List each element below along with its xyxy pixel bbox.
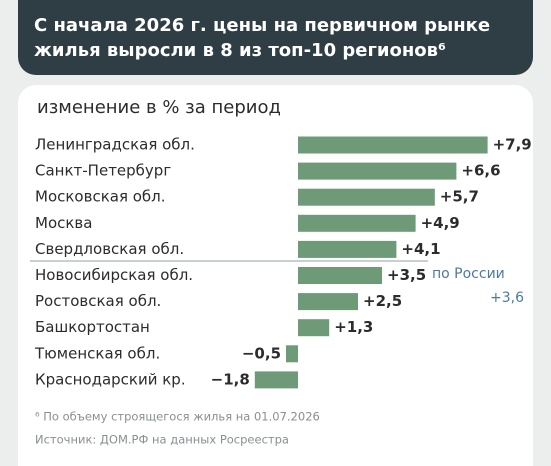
category-label: Ростовская обл. [35,292,161,310]
footnote: ⁶ По объему строящегося жилья на 01.07.2… [35,410,320,424]
value-label: +1,3 [334,318,373,336]
value-label: +6,6 [461,162,500,180]
bar [298,136,488,154]
category-label: Краснодарский кр. [35,370,186,388]
value-label: +3,5 [387,266,426,284]
bar [298,240,397,258]
category-label: Башкортостан [35,318,150,336]
bar [286,345,298,363]
value-label: +4,1 [401,240,440,258]
reference-label: по России [432,266,505,282]
value-label: −0,5 [242,344,281,362]
value-label: +7,9 [493,136,532,154]
chart-title: С начала 2026 г. цены на первичном рынке… [18,0,533,75]
category-label: Санкт-Петербург [35,162,171,180]
value-label: +2,5 [363,292,402,310]
bar [298,267,382,284]
value-label: +5,7 [440,188,479,206]
category-label: Московская обл. [35,188,166,206]
bar [298,162,457,180]
chart-subtitle: изменение в % за период [37,97,281,118]
value-label: +4,9 [421,214,460,232]
bar [298,319,330,337]
bar [298,293,358,311]
category-label: Ленинградская обл. [35,136,195,154]
category-label: Новосибирская обл. [35,266,193,284]
bar [298,214,416,232]
reference-value: +3,6 [490,290,524,306]
source: Источник: ДОМ.РФ на данных Росреестра [35,433,289,447]
category-label: Москва [35,214,92,232]
category-label: Тюменская обл. [34,344,160,362]
bar [298,188,435,206]
category-label: Свердловская обл. [35,240,184,258]
bar [254,371,298,389]
value-label: −1,8 [211,370,250,388]
